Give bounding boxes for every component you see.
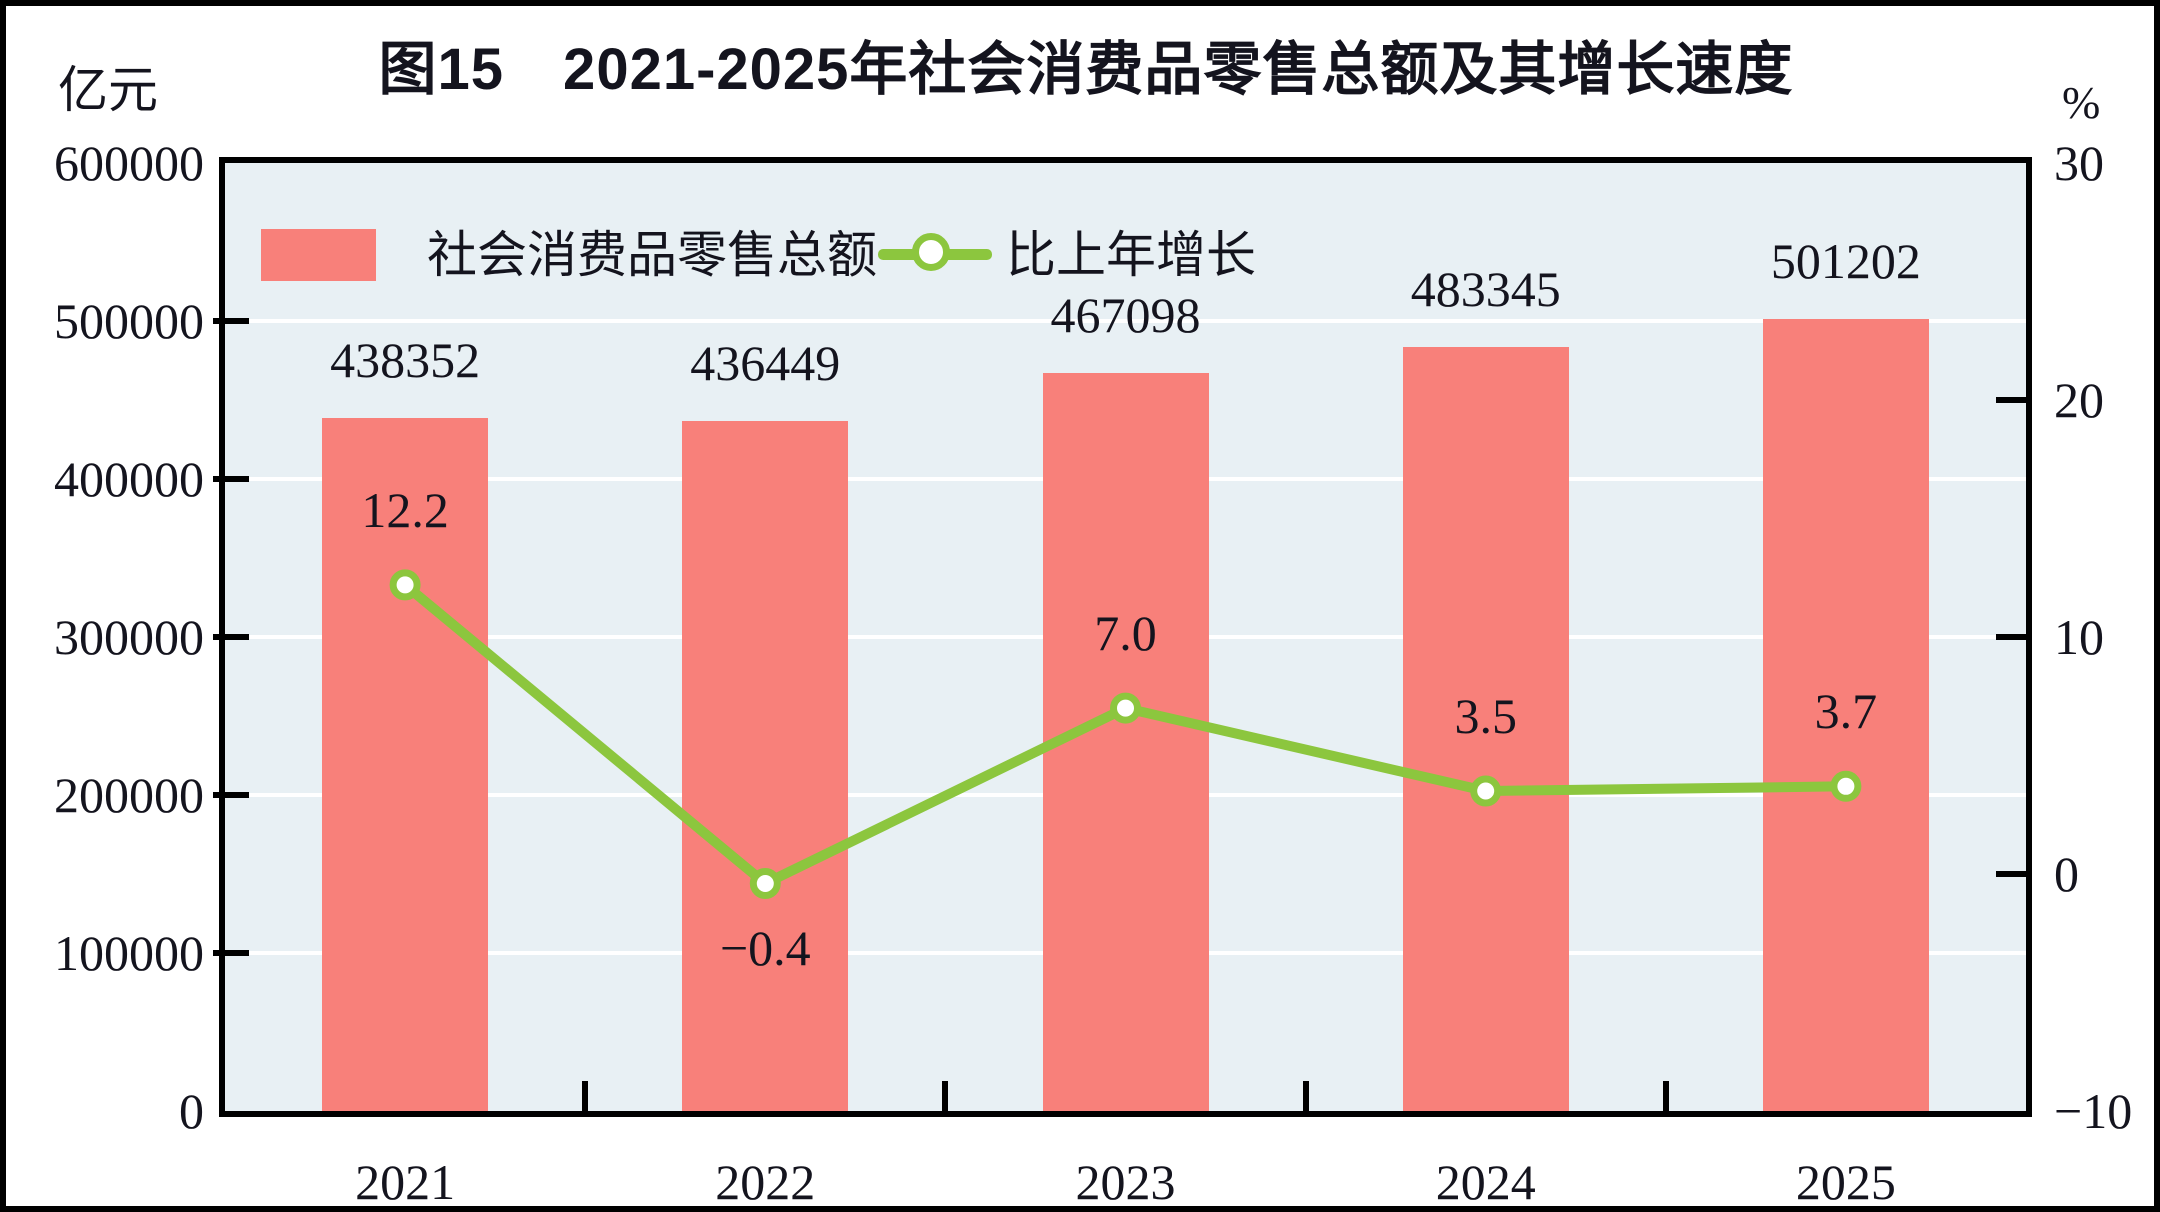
left-axis-tick (213, 634, 249, 640)
right-axis-tick-label: −10 (2054, 1083, 2133, 1139)
bar-value-label: 436449 (690, 335, 841, 392)
right-axis-tick (1996, 634, 2026, 640)
right-axis-tick-label: 10 (2054, 609, 2104, 665)
bar-2023 (1042, 373, 1209, 1111)
left-axis-unit: 亿元 (58, 62, 158, 118)
left-axis-tick-label: 0 (179, 1083, 204, 1139)
right-axis-tick (1996, 397, 2026, 403)
left-axis-tick-label: 600000 (54, 135, 204, 191)
growth-value-label: 7.0 (1094, 605, 1157, 662)
bar-value-label: 501202 (1770, 233, 1921, 290)
x-axis-label: 2025 (1795, 1154, 1896, 1210)
gridline (225, 319, 2026, 323)
bar-value-label: 467098 (1050, 286, 1201, 343)
left-axis-tick (213, 476, 249, 482)
chart-title: 图15 2021-2025年社会消费品零售总额及其增长速度 (378, 37, 1794, 102)
growth-value-label: 3.7 (1814, 683, 1878, 740)
left-axis-tick (213, 318, 249, 324)
left-axis-tick (213, 792, 249, 798)
right-axis-tick (1996, 871, 2026, 877)
right-axis-tick-label: 20 (2054, 372, 2104, 428)
x-axis-label: 2024 (1435, 1154, 1536, 1210)
x-axis-tick (1662, 1081, 1669, 1111)
growth-value-label: 3.5 (1454, 688, 1517, 745)
right-axis-unit: % (2062, 77, 2101, 128)
x-axis-label: 2021 (355, 1154, 456, 1210)
left-axis-tick (213, 950, 249, 956)
plot-area: 社会消费品零售总额 比上年增长 438352 436449 467098 483345… (219, 157, 2032, 1117)
left-axis-tick-label: 100000 (54, 925, 204, 981)
bar-2022 (682, 421, 849, 1111)
legend-label-retail-total: 社会消费品零售总额 (427, 227, 877, 283)
x-axis-label: 2022 (715, 1154, 816, 1210)
x-axis-label: 2023 (1075, 1154, 1176, 1210)
growth-value-label: −0.4 (719, 920, 811, 977)
bar-value-label: 438352 (330, 332, 481, 389)
right-axis-tick-label: 30 (2054, 135, 2104, 191)
legend-label-growth: 比上年增长 (1006, 227, 1256, 283)
growth-value-label: 12.2 (361, 481, 449, 538)
x-axis-tick (942, 1081, 949, 1111)
left-axis-tick-label: 400000 (54, 451, 204, 507)
legend-bar-swatch (261, 229, 376, 281)
bar-value-label: 483345 (1410, 261, 1561, 318)
left-axis-tick-label: 300000 (54, 609, 204, 665)
left-axis-tick-label: 500000 (54, 293, 204, 349)
right-axis-tick-label: 0 (2054, 846, 2079, 902)
x-axis-tick (582, 1081, 589, 1111)
x-axis-tick (1302, 1081, 1309, 1111)
legend-circle-marker (912, 233, 950, 271)
left-axis-tick-label: 200000 (54, 767, 204, 823)
